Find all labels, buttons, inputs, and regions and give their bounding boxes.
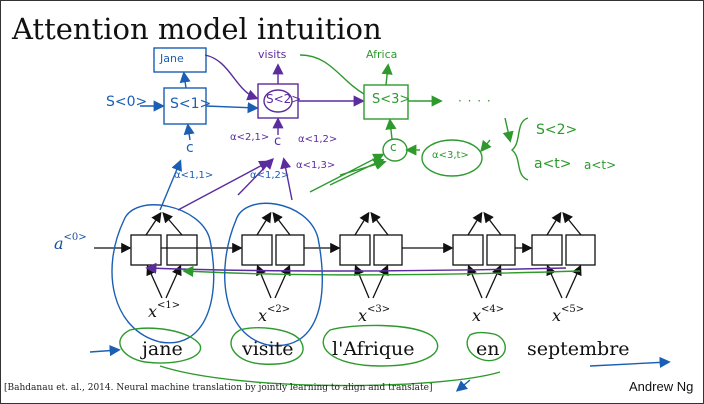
citation: [Bahdanau et. al., 2014. Neural machine … [4,383,433,393]
alpha-3t-label: α<3,t> [432,150,469,161]
a0-base: a [54,234,64,253]
alpha-purple-12-label: α<1,2> [298,134,338,145]
initial-state-label: S<0> [106,94,148,110]
forward-cell [130,234,162,266]
x-label-base: x [258,306,268,325]
x-label-1: x<1> [148,299,181,321]
slide-title: Attention model intuition [12,12,382,46]
backward-cell [275,234,305,266]
author-name: Andrew Ng [629,379,694,394]
context-c1-label: c [186,140,194,156]
state-s2-label: S<2> [266,92,302,106]
alpha-12-label: α<1,2> [250,170,290,181]
x-label-base: x [358,306,368,325]
backward-cell [166,234,198,266]
context-c3-label: c [390,140,397,154]
x-label-sup: <2> [267,303,291,315]
output-africa-label: Africa [366,48,398,61]
initial-activation-label: a<0> [54,231,87,253]
input-word-2: visite [242,338,294,360]
attention-loop-1 [111,204,215,344]
step3-annotations [119,54,529,387]
step2-annotations [177,54,365,211]
forward-cell [241,234,273,266]
x-label-sup: <5> [561,303,585,315]
forward-cell [531,234,563,266]
backward-cell [373,234,403,266]
x-label-sup: <3> [367,303,391,315]
brace-a-t-label: a<t> [534,156,572,172]
output-visits-label: visits [258,48,287,61]
x-label-base: x [148,302,158,321]
alpha-3t-ellipse [421,139,483,177]
a0-sup: <0> [63,231,87,243]
step1-annotations [89,47,671,392]
x-label-2: x<2> [258,303,291,325]
alpha-13-label: α<1,3> [296,160,336,171]
x-label-sup: <1> [157,299,181,311]
encoder-unit-1 [130,211,198,299]
x-label-4: x<4> [472,303,505,325]
x-label-5: x<5> [552,303,585,325]
alpha-11-label: α<1,1> [174,170,214,181]
encoder-unit-5 [531,211,596,299]
brace-s2-label: S<2> [536,122,578,138]
continuation-dots: · · · · [458,94,492,108]
x-label-base: x [472,306,482,325]
attention-loop-2 [224,202,324,347]
forward-cell [339,234,371,266]
x-label-sup: <4> [481,303,505,315]
context-c2-label: c [274,134,282,149]
input-word-5: septembre [527,338,630,360]
input-word-3: l'Afrique [332,338,415,360]
state-s3-label: S<3> [372,92,411,107]
output-jane-label: Jane [160,52,184,65]
backward-cell [486,234,516,266]
brace [510,117,529,181]
encoder-unit-3 [339,211,403,299]
brace-a-t-label-2: a<t> [584,158,617,172]
alpha-21-label: α<2,1> [230,132,270,143]
input-word-4: en [476,338,500,360]
x-label-base: x [552,306,562,325]
state-s1-label: S<1> [170,96,212,112]
encoder-unit-2 [241,211,305,299]
input-word-1: jane [142,338,183,360]
backward-connections [145,262,581,278]
encoder-unit-4 [452,211,516,299]
encoder-bidirectional-rnn [94,211,596,299]
backward-cell [565,234,596,266]
x-label-3: x<3> [358,303,391,325]
forward-cell [452,234,484,266]
